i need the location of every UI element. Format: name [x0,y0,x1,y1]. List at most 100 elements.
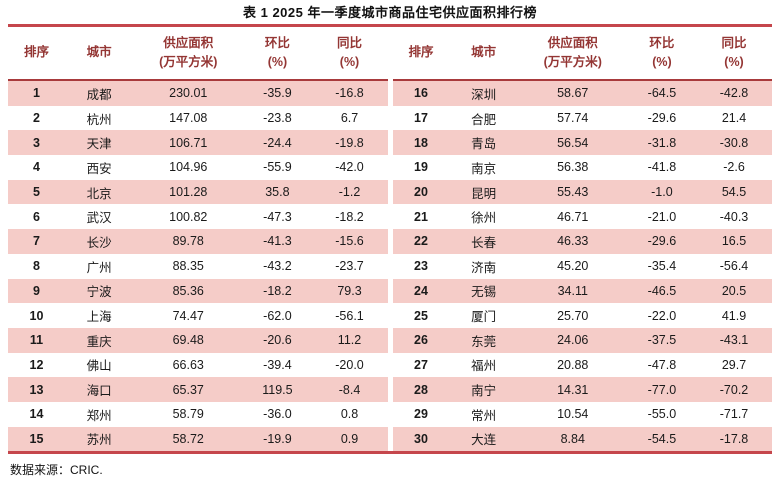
table-row: 14 郑州 58.79 -36.0 0.8 [8,402,388,427]
table-row: 23 济南 45.20 -35.4 -56.4 [393,254,773,279]
mom-cell: -64.5 [647,86,677,101]
table-right-half: 排序 城市 供应面积 (万平方米) 环比 (%) 同比 (%) [392,27,773,452]
rank-cell: 12 [29,357,44,372]
rank-cell: 16 [414,86,428,101]
table-row: 6 武汉 100.82 -47.3 -18.2 [8,204,388,229]
yoy-cell: 41.9 [721,308,747,323]
table-row: 24 无锡 34.11 -46.5 20.5 [392,278,772,304]
table-middle-divider [387,27,393,452]
rank-column-header: 排序 [23,45,49,60]
table-row: 5 北京 101.28 35.8 -1.2 [8,179,388,205]
city-column-header: 城市 [471,45,497,60]
yoy-cell: -18.2 [335,209,364,224]
yoy-cell: -70.2 [719,382,749,397]
mom-cell: -31.8 [647,135,677,150]
supply-area-cell: 10.54 [557,407,589,422]
city-cell: 海口 [86,384,112,399]
mom-cell: -77.0 [647,382,677,397]
rank-cell: 24 [414,283,428,298]
yoy-cell: -56.1 [335,308,364,323]
yoy-cell: -19.8 [335,135,364,150]
rank-cell: 22 [414,234,428,249]
city-cell: 长春 [471,235,497,250]
table-row: 7 长沙 89.78 -41.3 -15.6 [8,229,388,254]
mom-cell: -35.4 [647,259,677,274]
supply-area-cell: 56.38 [557,160,589,175]
table-left-half: 排序 城市 供应面积 (万平方米) 环比 (%) 同比 (%) [8,27,388,452]
yoy-cell: -43.1 [719,333,749,348]
supply-area-cell: 85.36 [172,283,204,298]
rank-cell: 4 [32,160,40,175]
mom-cell: -23.8 [263,111,292,126]
supply-area-cell: 34.11 [557,283,588,298]
yoy-cell: 0.8 [340,407,359,422]
yoy-cell: 21.4 [721,111,747,126]
city-cell: 郑州 [86,408,112,423]
yoy-cell: -2.6 [723,160,745,175]
city-cell: 长沙 [86,235,112,250]
supply-area-cell: 55.43 [557,185,589,200]
city-cell: 青岛 [471,137,497,152]
city-cell: 徐州 [471,211,497,226]
table-row: 9 宁波 85.36 -18.2 79.3 [8,278,388,304]
table-row: 10 上海 74.47 -62.0 -56.1 [8,303,388,328]
city-cell: 济南 [471,260,497,275]
city-cell: 北京 [86,186,112,201]
yoy-cell: 29.7 [721,357,747,372]
mom-cell: -29.6 [647,111,677,126]
ranking-table: 排序 城市 供应面积 (万平方米) 环比 (%) 同比 (%) [8,24,773,455]
supply-area-column-header: 供应面积 (万平方米) [543,35,602,69]
supply-area-cell: 66.63 [172,357,204,372]
yoy-cell: 16.5 [721,234,747,249]
table-row: 2 杭州 147.08 -23.8 6.7 [8,106,388,131]
yoy-column-header: 同比 (%) [721,35,747,69]
mom-column-header: 环比 (%) [649,35,675,69]
rank-cell: 20 [414,185,428,200]
yoy-cell: -42.0 [335,160,364,175]
city-cell: 昆明 [471,186,497,201]
city-cell: 成都 [86,87,112,102]
rank-cell: 29 [414,407,428,422]
table-row: 8 广州 88.35 -43.2 -23.7 [8,254,388,279]
city-cell: 南京 [471,161,497,176]
yoy-cell: -42.8 [719,86,749,101]
rank-cell: 11 [29,333,44,348]
city-cell: 厦门 [471,310,497,325]
yoy-cell: 20.5 [721,283,747,298]
rank-cell: 2 [32,111,40,126]
mom-cell: -24.4 [263,135,292,150]
city-cell: 无锡 [471,285,497,300]
rank-cell: 23 [414,259,428,274]
mom-cell: -62.0 [263,308,292,323]
rank-cell: 7 [32,234,40,249]
table-row: 18 青岛 56.54 -31.8 -30.8 [392,130,772,156]
city-cell: 南宁 [471,384,497,399]
yoy-cell: -20.0 [335,357,364,372]
supply-area-cell: 69.48 [172,333,204,348]
table-row: 29 常州 10.54 -55.0 -71.7 [393,402,773,427]
mom-cell: -41.3 [263,234,292,249]
yoy-cell: -23.7 [335,259,364,274]
supply-area-cell: 58.72 [172,431,204,446]
table-header-row: 排序 城市 供应面积 (万平方米) 环比 (%) 同比 (%) [392,27,772,81]
table-left-rows: 1 成都 230.01 -35.9 -16.8 2 杭州 147.08 -23.… [8,81,388,452]
yoy-cell: 0.9 [340,431,359,446]
supply-area-cell: 100.82 [169,209,208,224]
table-row: 3 天津 106.71 -24.4 -19.8 [8,130,388,156]
table-row: 30 大连 8.84 -54.5 -17.8 [392,426,772,452]
mom-column-header: 环比 (%) [264,35,290,69]
supply-area-cell: 106.71 [169,135,208,150]
rank-cell: 25 [414,308,428,323]
yoy-cell: -15.6 [335,234,364,249]
supply-area-cell: 46.33 [557,234,589,249]
rank-cell: 10 [29,308,44,323]
table-row: 11 重庆 69.48 -20.6 11.2 [8,327,388,353]
table-row: 26 东莞 24.06 -37.5 -43.1 [392,327,772,353]
mom-cell: -47.8 [647,357,677,372]
city-cell: 深圳 [471,87,497,102]
yoy-cell: -8.4 [338,382,361,397]
city-cell: 佛山 [86,359,112,374]
supply-area-cell: 56.54 [557,135,589,150]
mom-cell: -1.0 [651,185,673,200]
yoy-cell: -1.2 [338,185,361,200]
